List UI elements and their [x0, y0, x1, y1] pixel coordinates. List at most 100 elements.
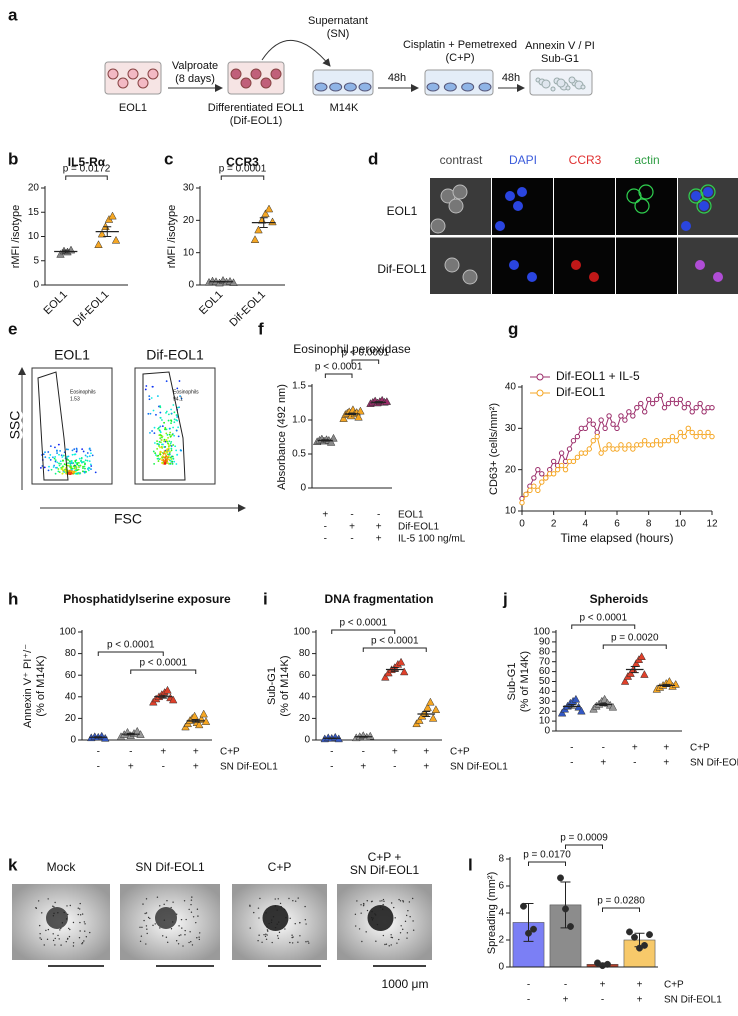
speckle	[398, 898, 400, 901]
y-tick-label: 10	[539, 716, 551, 727]
event	[168, 458, 170, 461]
nucleus	[513, 201, 523, 211]
speckle	[180, 918, 183, 921]
panel-letter: h	[8, 589, 18, 608]
x-tick-label: EOL1	[42, 289, 70, 317]
speckle	[43, 944, 45, 946]
event	[80, 457, 83, 459]
data-point	[264, 204, 274, 213]
condition-sign: +	[322, 510, 328, 521]
y-tick-label: 0	[304, 735, 310, 746]
event	[59, 450, 62, 452]
speckle	[382, 898, 385, 901]
event	[54, 446, 56, 449]
data-point	[637, 652, 646, 660]
x-tick-label: 2	[551, 519, 557, 530]
condition-sign: -	[330, 747, 333, 758]
micrograph	[678, 237, 738, 294]
p-value: p < 0.0001	[139, 658, 187, 669]
event	[49, 458, 52, 461]
nucleus	[495, 221, 505, 231]
image-label: C+P	[268, 860, 292, 874]
speckle	[189, 931, 191, 933]
event	[148, 398, 151, 401]
error-bar	[327, 737, 336, 740]
event	[68, 460, 71, 463]
condition-sign: -	[633, 758, 636, 769]
event	[157, 443, 160, 446]
event	[153, 442, 156, 444]
speckle	[381, 900, 383, 902]
speckle	[294, 900, 297, 902]
condition-label: SN Dif-EOL1	[690, 758, 738, 769]
event	[176, 453, 179, 456]
y-tick-label: 20	[28, 183, 40, 194]
speckle	[393, 906, 395, 909]
speckle	[409, 916, 411, 918]
speckle	[379, 900, 381, 902]
event	[174, 445, 177, 448]
chart-title: Phosphatidylserine exposure	[63, 592, 231, 606]
speckle	[41, 912, 43, 914]
speckle	[69, 904, 71, 907]
event	[159, 433, 162, 436]
event	[165, 439, 168, 442]
panel-letter: c	[164, 149, 173, 168]
speckle	[390, 936, 392, 938]
data-point	[582, 425, 589, 432]
speckle	[274, 898, 276, 900]
debris	[580, 84, 586, 90]
error-bar	[126, 732, 135, 736]
speckle	[159, 927, 161, 929]
x-tick-label: EOL1	[197, 289, 225, 317]
culture-vessel	[312, 69, 374, 96]
event	[161, 435, 164, 438]
event	[170, 408, 173, 411]
event	[167, 442, 169, 445]
speckle	[68, 927, 70, 930]
event	[158, 441, 161, 443]
speckle	[398, 938, 400, 941]
event	[167, 436, 169, 439]
data-point	[665, 400, 672, 407]
event	[79, 464, 82, 467]
speckle	[182, 945, 184, 947]
condition-sign: +	[128, 762, 134, 773]
event	[47, 451, 50, 453]
event	[82, 467, 84, 470]
event	[74, 460, 77, 462]
event	[159, 430, 162, 433]
data-point	[685, 400, 691, 407]
data-point	[268, 217, 277, 226]
speckle	[360, 912, 362, 914]
event	[170, 412, 173, 415]
event	[49, 445, 52, 448]
condition-sign: -	[97, 747, 100, 758]
error-bar	[422, 710, 431, 717]
speckle	[79, 930, 81, 932]
event	[165, 451, 168, 453]
event	[171, 433, 174, 436]
error-bar	[348, 412, 356, 416]
data-point	[519, 500, 525, 506]
data-point	[649, 400, 656, 407]
significance-bracket	[97, 651, 164, 656]
speckle	[37, 900, 40, 902]
event	[164, 428, 166, 431]
event	[68, 469, 71, 472]
nucleus	[699, 201, 709, 211]
data-point	[535, 487, 541, 494]
event	[56, 450, 58, 452]
event	[48, 465, 50, 468]
significance-bracket	[528, 861, 566, 866]
data-point	[366, 731, 375, 740]
y-tick-label: 8	[498, 854, 504, 865]
event	[54, 472, 57, 475]
speckle	[46, 938, 49, 941]
row-label: Dif-EOL1	[377, 262, 427, 276]
diagram-label: 48h	[388, 72, 406, 84]
data-point	[618, 413, 624, 419]
condition-label: SN Dif-EOL1	[450, 762, 508, 773]
cell	[240, 77, 252, 89]
data-point	[250, 235, 260, 243]
